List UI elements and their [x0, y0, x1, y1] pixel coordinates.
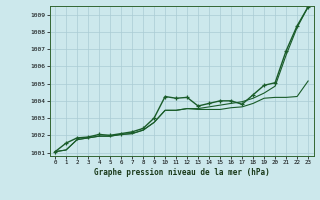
X-axis label: Graphe pression niveau de la mer (hPa): Graphe pression niveau de la mer (hPa) — [94, 168, 269, 177]
